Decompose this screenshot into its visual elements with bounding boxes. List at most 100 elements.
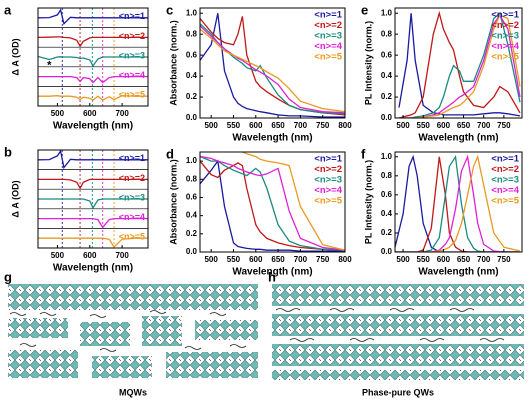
plot-area bbox=[398, 10, 521, 118]
x-tick-label: 700 bbox=[477, 255, 491, 264]
series-line bbox=[200, 160, 345, 251]
legend-entry: <n>=5 bbox=[491, 196, 519, 207]
x-axis-label: Wavelength (nm) bbox=[53, 263, 133, 274]
x-tick-label: 700 bbox=[294, 255, 308, 264]
plot-area bbox=[38, 8, 148, 106]
y-tick-label: 1.0 bbox=[381, 152, 393, 161]
legend-entry: <n>=3 bbox=[491, 31, 519, 42]
plot-frame bbox=[394, 151, 523, 253]
x-tick-label: 500 bbox=[396, 255, 410, 264]
y-tick-label: 0.8 bbox=[186, 174, 198, 183]
panel-letter: a bbox=[4, 2, 12, 17]
y-tick-label: 0.0 bbox=[381, 247, 393, 256]
annotation: * bbox=[47, 59, 52, 71]
plot-area bbox=[38, 150, 148, 248]
y-tick-label: 0.2 bbox=[381, 92, 393, 101]
series-line bbox=[395, 154, 520, 252]
x-tick-label: 700 bbox=[477, 121, 491, 130]
x-tick-label: 500 bbox=[204, 255, 218, 264]
y-axis-label: Δ A (OD) bbox=[10, 38, 20, 75]
panel-letter: c bbox=[166, 2, 173, 17]
legend-entry: <n>=1 bbox=[314, 10, 342, 21]
series-line bbox=[38, 217, 148, 229]
y-tick-label: 0.6 bbox=[186, 50, 198, 59]
series-line bbox=[38, 75, 148, 84]
series-line bbox=[38, 198, 148, 210]
series-line bbox=[240, 152, 345, 251]
x-tick-label: 750 bbox=[316, 121, 330, 130]
x-tick-label: 750 bbox=[497, 255, 511, 264]
y-tick-label: 0.0 bbox=[186, 113, 198, 122]
y-tick-label: 1.0 bbox=[186, 156, 198, 165]
y-tick-label: 0.8 bbox=[381, 171, 393, 180]
plot-frame bbox=[394, 7, 523, 119]
x-axis-label: Wavelength (nm) bbox=[232, 267, 312, 278]
legend-entry: <n>=3 bbox=[314, 175, 342, 186]
legend-entry: <n>=5 bbox=[119, 232, 145, 242]
panel-letter: f bbox=[361, 146, 366, 161]
plot-frame bbox=[37, 7, 149, 107]
series-line bbox=[200, 13, 345, 118]
schematic-label: Phase-pure QWs bbox=[362, 387, 434, 397]
x-tick-label: 650 bbox=[457, 121, 471, 130]
series-line bbox=[38, 8, 148, 25]
legend-entry: <n>=4 bbox=[491, 185, 519, 196]
x-tick-label: 700 bbox=[115, 109, 129, 118]
series-line bbox=[399, 14, 521, 118]
x-tick-label: 750 bbox=[497, 121, 511, 130]
y-tick-label: 0.4 bbox=[186, 211, 198, 220]
x-tick-label: 600 bbox=[437, 255, 451, 264]
series-line bbox=[38, 150, 148, 170]
x-tick-label: 550 bbox=[227, 255, 241, 264]
panel-letter: d bbox=[166, 146, 174, 161]
legend-entry: <n>=5 bbox=[491, 52, 519, 63]
series-line bbox=[38, 36, 148, 48]
y-tick-label: 1.0 bbox=[381, 8, 393, 17]
y-tick-label: 0.8 bbox=[186, 29, 198, 38]
legend-entry: <n>=3 bbox=[119, 192, 145, 202]
panel-letter: e bbox=[361, 2, 368, 17]
series-line bbox=[200, 159, 345, 252]
y-tick-label: 0.4 bbox=[186, 71, 198, 80]
series-line bbox=[399, 12, 521, 118]
legend-entry: <n>=3 bbox=[314, 31, 342, 42]
x-tick-label: 500 bbox=[204, 121, 218, 130]
plot-frame bbox=[199, 7, 346, 119]
series-line bbox=[200, 25, 345, 114]
x-axis-label: Wavelength (nm) bbox=[232, 133, 312, 144]
legend-entry: <n>=3 bbox=[119, 50, 145, 60]
y-tick-label: 0.6 bbox=[381, 50, 393, 59]
y-tick-label: 0.8 bbox=[381, 29, 393, 38]
legend-entry: <n>=5 bbox=[119, 90, 145, 100]
x-tick-label: 550 bbox=[417, 255, 431, 264]
x-tick-label: 600 bbox=[437, 121, 451, 130]
legend-entry: <n>=4 bbox=[119, 70, 145, 80]
legend-entry: <n>=2 bbox=[119, 173, 145, 183]
series-line bbox=[38, 55, 148, 68]
x-tick-label: 500 bbox=[51, 251, 65, 260]
legend-entry: <n>=3 bbox=[491, 175, 519, 186]
x-tick-label: 600 bbox=[249, 255, 263, 264]
x-tick-label: 650 bbox=[457, 255, 471, 264]
series-line bbox=[395, 154, 520, 252]
x-tick-label: 750 bbox=[316, 255, 330, 264]
series-line bbox=[399, 14, 521, 118]
legend-entry: <n>=1 bbox=[314, 154, 342, 165]
x-tick-label: 500 bbox=[51, 109, 65, 118]
x-tick-label: 700 bbox=[294, 121, 308, 130]
y-tick-label: 0.2 bbox=[186, 92, 198, 101]
legend-entry: <n>=2 bbox=[314, 20, 342, 31]
legend-entry: <n>=5 bbox=[314, 52, 342, 63]
series-line bbox=[38, 237, 148, 248]
series-line bbox=[200, 155, 345, 251]
panel-letter: b bbox=[4, 144, 12, 159]
legend-entry: <n>=2 bbox=[491, 20, 519, 31]
series-line bbox=[395, 154, 521, 252]
plot-area bbox=[395, 154, 521, 252]
y-tick-label: 0.2 bbox=[186, 229, 198, 238]
legend-entry: <n>=4 bbox=[119, 212, 145, 222]
plot-frame bbox=[37, 149, 149, 249]
series-line bbox=[398, 13, 521, 117]
series-line bbox=[200, 155, 345, 251]
